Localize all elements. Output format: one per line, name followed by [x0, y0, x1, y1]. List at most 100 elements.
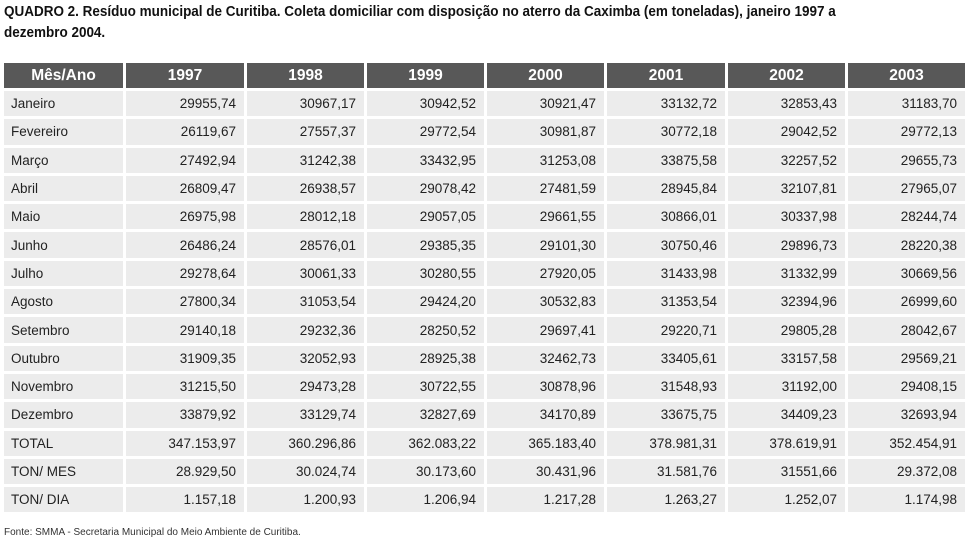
column-header-year: 2001 [607, 63, 725, 88]
table-cell: 32693,94 [848, 402, 965, 428]
table-cell: 30.024,74 [247, 458, 364, 485]
table-cell: 26809,47 [126, 175, 244, 202]
table-cell: 29424,20 [367, 289, 484, 315]
table-cell: 29805,28 [728, 317, 845, 343]
table-cell: 1.263,27 [607, 487, 725, 513]
table-cell: 31353,54 [607, 289, 725, 315]
table-cell: 31215,50 [126, 373, 244, 400]
table-cell: 27481,59 [487, 175, 604, 202]
table-cell: 1.174,98 [848, 487, 965, 513]
table-cell: 29101,30 [487, 232, 604, 258]
column-header-month-year: Mês/Ano [4, 63, 123, 88]
table-cell: 31192,00 [728, 373, 845, 400]
column-header-year: 1997 [126, 63, 244, 88]
table-cell: 32257,52 [728, 147, 845, 173]
table-cell: 31242,38 [247, 147, 364, 173]
table-cell: 29220,71 [607, 317, 725, 343]
table-cell: 30772,18 [607, 119, 725, 145]
table-cell: 32827,69 [367, 402, 484, 428]
table-cell: 31053,54 [247, 289, 364, 315]
table-cell: 27557,37 [247, 119, 364, 145]
column-header-year: 2002 [728, 63, 845, 88]
row-label: Novembro [4, 373, 123, 400]
table-cell: 30942,52 [367, 91, 484, 117]
table-cell: 1.217,28 [487, 487, 604, 513]
table-cell: 26999,60 [848, 289, 965, 315]
row-label: Setembro [4, 317, 123, 343]
table-row: Setembro 29140,18 29232,36 28250,52 29697,41… [4, 317, 965, 343]
header-row: Mês/Ano 1997 1998 1999 2000 2001 2002 2003 [4, 63, 965, 88]
table-cell: 29232,36 [247, 317, 364, 343]
table-cell: 26938,57 [247, 175, 364, 202]
table-cell: 378.619,91 [728, 430, 845, 456]
table-cell: 27965,07 [848, 175, 965, 202]
row-label: TOTAL [4, 430, 123, 456]
table-row: TOTAL 347.153,97 360.296,86 362.083,22 365.1… [4, 430, 965, 456]
table-cell: 29896,73 [728, 232, 845, 258]
row-label: Outubro [4, 345, 123, 371]
table-cell: 360.296,86 [247, 430, 364, 456]
row-label: Julho [4, 260, 123, 287]
table-cell: 352.454,91 [848, 430, 965, 456]
column-header-year: 2003 [848, 63, 965, 88]
table-cell: 27920,05 [487, 260, 604, 287]
table-cell: 34409,23 [728, 402, 845, 428]
row-label: Maio [4, 204, 123, 230]
table-cell: 32394,96 [728, 289, 845, 315]
table-cell: 34170,89 [487, 402, 604, 428]
table-row: Maio 26975,98 28012,18 29057,05 29661,55 3086… [4, 204, 965, 230]
table-row: Janeiro 29955,74 30967,17 30942,52 30921,47 3… [4, 91, 965, 117]
table-cell: 28576,01 [247, 232, 364, 258]
table-cell: 29278,64 [126, 260, 244, 287]
table-cell: 378.981,31 [607, 430, 725, 456]
table-cell: 33675,75 [607, 402, 725, 428]
table-cell: 33405,61 [607, 345, 725, 371]
table-row: Março 27492,94 31242,38 33432,95 31253,08 338… [4, 147, 965, 173]
column-header-year: 2000 [487, 63, 604, 88]
table-cell: 30337,98 [728, 204, 845, 230]
table-row: Abril 26809,47 26938,57 29078,42 27481,59 289… [4, 175, 965, 202]
table-row: Agosto 27800,34 31053,54 29424,20 30532,83 31… [4, 289, 965, 315]
table-cell: 27800,34 [126, 289, 244, 315]
table-cell: 29772,13 [848, 119, 965, 145]
table-cell: 28012,18 [247, 204, 364, 230]
row-label: TON/ DIA [4, 487, 123, 513]
table-title: QUADRO 2. Resíduo municipal de Curitiba.… [4, 4, 836, 41]
table-cell: 28244,74 [848, 204, 965, 230]
table-cell: 29473,28 [247, 373, 364, 400]
table-cell: 362.083,22 [367, 430, 484, 456]
row-label: Dezembro [4, 402, 123, 428]
table-row: Junho 26486,24 28576,01 29385,35 29101,30 307… [4, 232, 965, 258]
row-label: Janeiro [4, 91, 123, 117]
table-cell: 29697,41 [487, 317, 604, 343]
table-cell: 32462,73 [487, 345, 604, 371]
table-cell: 30722,55 [367, 373, 484, 400]
table-cell: 30866,01 [607, 204, 725, 230]
table-cell: 30061,33 [247, 260, 364, 287]
table-row: Dezembro 33879,92 33129,74 32827,69 34170,89… [4, 402, 965, 428]
table-cell: 29408,15 [848, 373, 965, 400]
table-cell: 28250,52 [367, 317, 484, 343]
table-cell: 29078,42 [367, 175, 484, 202]
table-cell: 32052,93 [247, 345, 364, 371]
table-cell: 31253,08 [487, 147, 604, 173]
table-cell: 28.929,50 [126, 458, 244, 485]
source-note: Fonte: SMMA - Secretaria Municipal do Me… [4, 527, 301, 538]
table-cell: 33157,58 [728, 345, 845, 371]
table-cell: 365.183,40 [487, 430, 604, 456]
table-cell: 1.200,93 [247, 487, 364, 513]
table-cell: 31433,98 [607, 260, 725, 287]
table-cell: 30.173,60 [367, 458, 484, 485]
table-cell: 33432,95 [367, 147, 484, 173]
row-label: Junho [4, 232, 123, 258]
table-cell: 26975,98 [126, 204, 244, 230]
column-header-year: 1998 [247, 63, 364, 88]
table-row: Julho 29278,64 30061,33 30280,55 27920,05 314… [4, 260, 965, 287]
table-cell: 31551,66 [728, 458, 845, 485]
row-label: TON/ MES [4, 458, 123, 485]
table-body: Janeiro 29955,74 30967,17 30942,52 30921,47 3… [4, 91, 965, 513]
waste-collection-table: Mês/Ano 1997 1998 1999 2000 2001 2002 2003 Jane… [1, 60, 968, 515]
table-cell: 33132,72 [607, 91, 725, 117]
table-cell: 28925,38 [367, 345, 484, 371]
table-row: Fevereiro 26119,67 27557,37 29772,54 30981,8… [4, 119, 965, 145]
